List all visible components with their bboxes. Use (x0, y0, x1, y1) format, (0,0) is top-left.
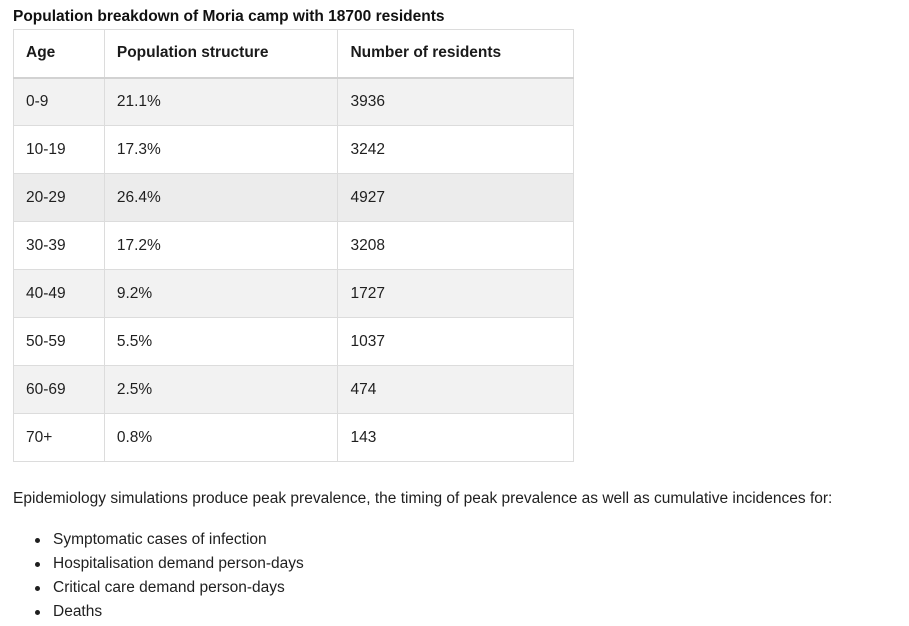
description-paragraph: Epidemiology simulations produce peak pr… (13, 490, 833, 507)
list-item-text: Hospitalisation demand person-days (53, 555, 304, 572)
cell-age: 50-59 (13, 317, 105, 366)
list-item: Critical care demand person-days (13, 578, 304, 602)
cell-population-structure: 26.4% (103, 173, 339, 222)
table-row: 10-19 17.3% 3242 (13, 125, 574, 174)
cell-number-of-residents: 3936 (337, 77, 574, 126)
list-item-text: Critical care demand person-days (53, 579, 285, 596)
cell-number-of-residents: 3242 (337, 125, 574, 174)
table-row: 30-39 17.2% 3208 (13, 221, 574, 270)
list-item: Deaths (13, 602, 304, 626)
list-item-text: Deaths (53, 603, 103, 620)
header-population-structure: Population structure (103, 29, 339, 79)
table-row: 0-9 21.1% 3936 (13, 77, 574, 126)
cell-population-structure: 5.5% (103, 317, 339, 366)
cell-age: 70+ (13, 413, 105, 462)
population-table: Age Population structure Number of resid… (13, 29, 574, 462)
table-row: 20-29 26.4% 4927 (13, 173, 574, 222)
table-row: 60-69 2.5% 474 (13, 365, 574, 414)
table-row: 50-59 5.5% 1037 (13, 317, 574, 366)
cell-age: 20-29 (13, 173, 105, 222)
cell-population-structure: 9.2% (103, 269, 339, 318)
cell-number-of-residents: 143 (337, 413, 574, 462)
header-number-of-residents: Number of residents (337, 29, 574, 79)
cell-population-structure: 21.1% (103, 77, 339, 126)
list-item: Symptomatic cases of infection (13, 530, 304, 554)
table-row: 40-49 9.2% 1727 (13, 269, 574, 318)
cell-age: 30-39 (13, 221, 105, 270)
cell-number-of-residents: 4927 (337, 173, 574, 222)
table-row: 70+ 0.8% 143 (13, 413, 574, 462)
cell-number-of-residents: 3208 (337, 221, 574, 270)
cell-age: 0-9 (13, 77, 105, 126)
cell-age: 40-49 (13, 269, 105, 318)
bullet-icon (35, 586, 40, 591)
cell-age: 60-69 (13, 365, 105, 414)
header-age: Age (13, 29, 105, 79)
bullet-icon (35, 538, 40, 543)
list-item: Hospitalisation demand person-days (13, 554, 304, 578)
table-header-row: Age Population structure Number of resid… (13, 29, 574, 79)
cell-number-of-residents: 474 (337, 365, 574, 414)
outcome-list: Symptomatic cases of infection Hospitali… (13, 530, 304, 626)
cell-population-structure: 17.2% (103, 221, 339, 270)
list-item-text: Symptomatic cases of infection (53, 531, 267, 548)
cell-population-structure: 0.8% (103, 413, 339, 462)
cell-age: 10-19 (13, 125, 105, 174)
bullet-icon (35, 610, 40, 615)
table-caption: Population breakdown of Moria camp with … (13, 8, 445, 25)
cell-number-of-residents: 1727 (337, 269, 574, 318)
cell-population-structure: 17.3% (103, 125, 339, 174)
cell-population-structure: 2.5% (103, 365, 339, 414)
bullet-icon (35, 562, 40, 567)
cell-number-of-residents: 1037 (337, 317, 574, 366)
